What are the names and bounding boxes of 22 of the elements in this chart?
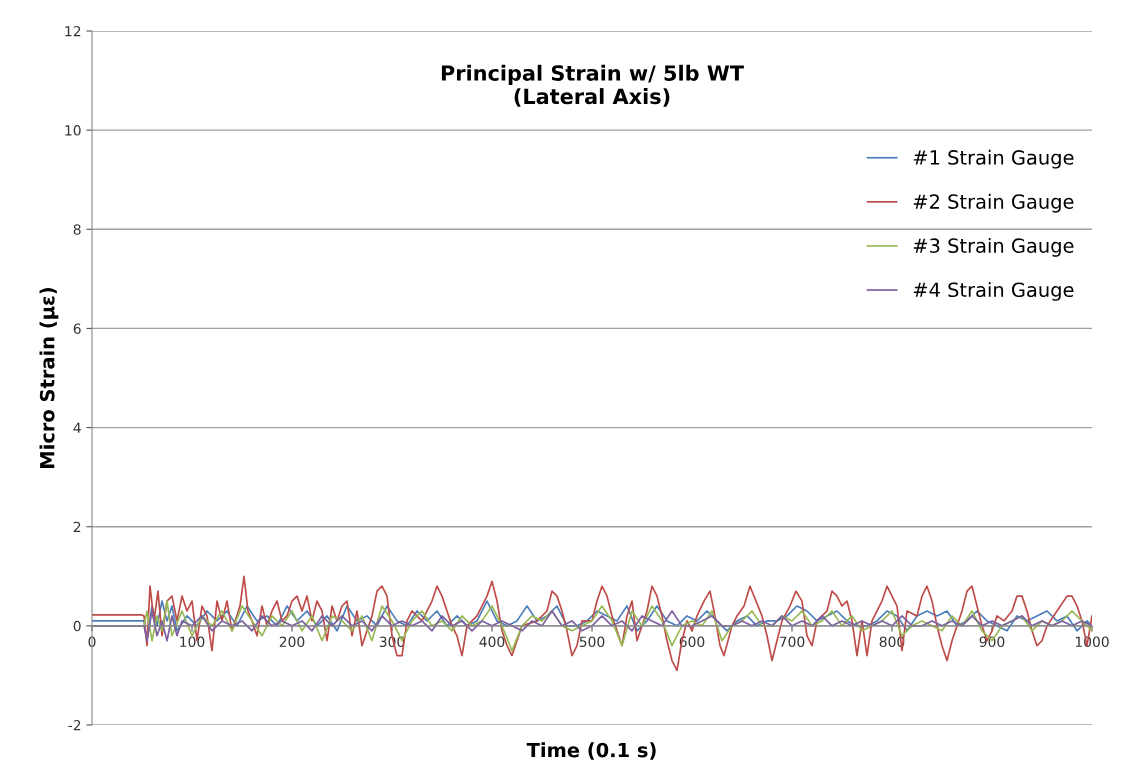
text: Principal Strain w/ 5lb WT (Lateral Axis) bbox=[441, 64, 744, 107]
x-tick-label: 700 bbox=[779, 636, 805, 648]
x-tick-label: 500 bbox=[579, 636, 605, 648]
x-tick-label: 400 bbox=[479, 636, 505, 648]
y-tick-label: 6 bbox=[73, 323, 81, 334]
y-axis-title: Micro Strain (με) bbox=[39, 287, 59, 468]
y-tick-label: 8 bbox=[73, 224, 81, 235]
y-tick-label: 10 bbox=[65, 125, 81, 136]
y-tick-label: 4 bbox=[73, 422, 81, 433]
x-tick-label: 100 bbox=[180, 636, 205, 648]
y-tick-label: 12 bbox=[65, 25, 81, 37]
legend-label: #3 Strain Gauge bbox=[913, 237, 1074, 257]
y-tick-label: 2 bbox=[73, 521, 81, 532]
y-tick-label: 0 bbox=[73, 620, 81, 632]
x-tick-label: 200 bbox=[279, 636, 305, 648]
legend-label: #1 Strain Gauge bbox=[913, 149, 1074, 169]
x-tick-label: 0 bbox=[88, 636, 96, 648]
legend-label: #4 Strain Gauge bbox=[913, 282, 1074, 301]
x-axis-title: Time (0.1 s) bbox=[526, 742, 656, 760]
legend-label: #2 Strain Gauge bbox=[913, 193, 1074, 213]
y-tick-label: -2 bbox=[68, 719, 81, 731]
x-tick-label: 900 bbox=[979, 636, 1005, 648]
